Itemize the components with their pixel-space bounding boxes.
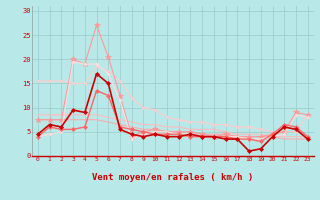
X-axis label: Vent moyen/en rafales ( km/h ): Vent moyen/en rafales ( km/h ): [92, 174, 253, 182]
